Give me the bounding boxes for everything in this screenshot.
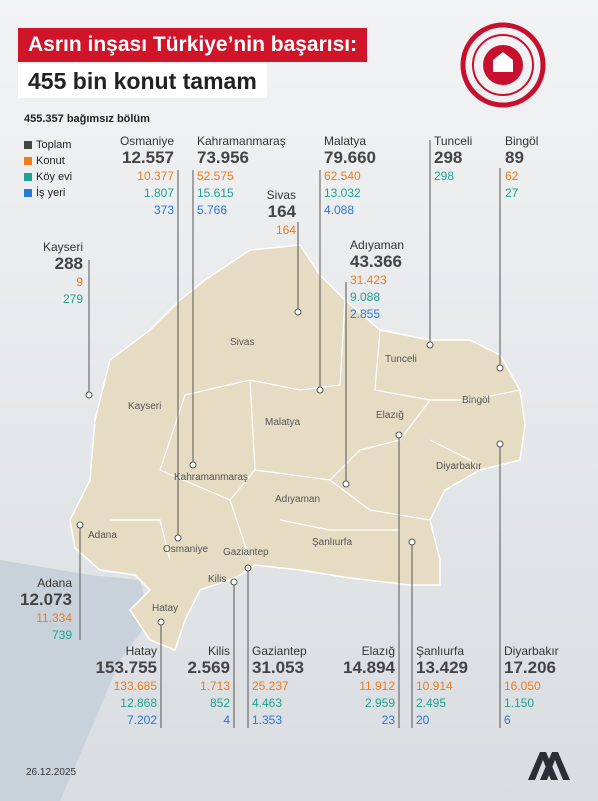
legend-item-konut: Konut [24, 153, 72, 169]
map-label-adana: Adana [88, 530, 117, 541]
map-label-bingol: Bingöl [462, 395, 490, 406]
title-banner: Asrın inşası Türkiye’nin başarısı: [18, 28, 368, 62]
map-label-tunceli: Tunceli [385, 354, 417, 365]
legend: Toplam Konut Köy evi İş yeri [24, 137, 72, 201]
city-diyarbakir: Diyarbakır 17.206 16.050 1.150 6 [504, 644, 559, 727]
city-kahramanmaras: Kahramanmaraş 73.956 52.575 15.615 5.766 [197, 134, 286, 217]
legend-item-is: İş yeri [24, 185, 72, 201]
map-label-kahramanmaras: Kahramanmaraş [174, 472, 248, 483]
earthquake-region [69, 244, 526, 651]
total-units: 455.357 bağımsız bölüm [24, 113, 150, 125]
map-label-diyarbakir: Diyarbakır [436, 461, 482, 472]
map-label-kilis: Kilis [208, 574, 227, 585]
map-label-osmaniye: Osmaniye [163, 544, 209, 555]
map-label-sanliurfa: Şanlıurfa [312, 537, 353, 548]
city-osmaniye: Osmaniye 12.557 10.377 1.807 373 [119, 134, 174, 217]
city-kilis: Kilis 2.569 1.713 852 4 [187, 644, 230, 727]
city-bingol: Bingöl 89 62 27 [505, 134, 539, 200]
city-elazig: Elazığ 14.894 11.912 2.959 23 [343, 644, 395, 727]
city-hatay: Hatay 153.755 133.685 12.868 7.202 [95, 644, 157, 727]
city-gaziantep: Gaziantep 31.053 25.237 4.463 1.353 [252, 644, 307, 727]
ministry-seal-icon [460, 22, 546, 108]
city-sivas: Sivas 164 164 [266, 188, 296, 237]
legend-item-koy: Köy evi [24, 169, 72, 185]
subtitle-banner: 455 bin konut tamam [18, 64, 267, 98]
map-label-hatay: Hatay [152, 603, 179, 614]
aa-logo-icon [528, 752, 570, 780]
publish-date: 26.12.2025 [26, 767, 77, 778]
map-label-malatya: Malatya [265, 417, 301, 428]
map-label-gaziantep: Gaziantep [223, 547, 269, 558]
city-adiyaman: Adıyaman 43.366 31.423 9.088 2.855 [350, 238, 405, 321]
map-label-adiyaman: Adıyaman [275, 494, 321, 505]
legend-item-total: Toplam [24, 137, 72, 153]
city-malatya: Malatya 79.660 62.540 13.032 4.088 [324, 134, 376, 217]
city-tunceli: Tunceli 298 298 [434, 134, 473, 183]
map-label-kayseri: Kayseri [128, 401, 162, 412]
map-label-sivas: Sivas [230, 337, 255, 348]
map-label-elazig: Elazığ [376, 410, 404, 421]
city-adana: Adana 12.073 11.334 739 [20, 576, 72, 642]
city-sanliurfa: Şanlıurfa 13.429 10.914 2.495 20 [416, 644, 468, 727]
city-kayseri: Kayseri 288 9 279 [42, 240, 83, 306]
